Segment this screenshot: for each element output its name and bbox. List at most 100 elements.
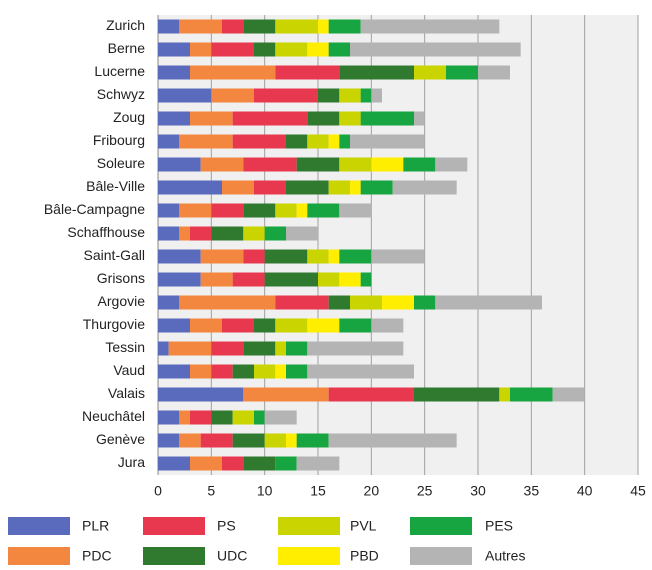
bar-segment	[478, 65, 510, 80]
bar-segment	[243, 456, 276, 471]
bar-segment	[328, 295, 350, 310]
bar-segment	[158, 433, 180, 448]
bar-segment	[339, 134, 350, 149]
legend-swatch	[278, 547, 340, 565]
bar-segment	[275, 364, 286, 379]
bar-segment	[190, 318, 222, 333]
bar-segment	[275, 341, 286, 356]
bar-segment	[414, 65, 446, 80]
bar-segment	[243, 19, 276, 34]
bar-segment	[296, 433, 329, 448]
y-tick-label: Bâle-Ville	[86, 178, 145, 194]
bar-segment	[328, 433, 457, 448]
bar-segment	[318, 19, 329, 34]
bar-segment	[200, 249, 244, 264]
bar-segment	[296, 456, 340, 471]
bar-segment	[211, 42, 254, 57]
y-tick-label: Jura	[118, 454, 145, 470]
bar-segment	[232, 410, 254, 425]
bar-segment	[243, 387, 329, 402]
bar-segment	[350, 134, 425, 149]
bar-segment	[158, 19, 180, 34]
bar-segment	[222, 180, 254, 195]
bar-segment	[275, 318, 308, 333]
bar-segment	[510, 387, 553, 402]
bar-segment	[307, 42, 329, 57]
x-tick-label: 10	[257, 483, 273, 499]
x-tick-label: 0	[154, 483, 162, 499]
bar-segment	[190, 111, 233, 126]
bar-segment	[435, 295, 542, 310]
bar-segment	[350, 180, 361, 195]
bar-segment	[382, 295, 414, 310]
bar-segment	[254, 364, 276, 379]
bar-segment	[371, 249, 425, 264]
bar-segment	[339, 272, 361, 287]
bar-segment	[158, 203, 180, 218]
x-tick-label: 20	[364, 483, 380, 499]
y-tick-label: Bâle-Campagne	[44, 201, 145, 217]
bar-segment	[435, 157, 468, 172]
bar-segment	[318, 272, 340, 287]
bar-segment	[339, 249, 372, 264]
bar-segment	[211, 341, 244, 356]
x-tick-label: 35	[524, 483, 540, 499]
y-tick-label: Schwyz	[97, 86, 145, 102]
bar-segment	[307, 249, 329, 264]
bar-segment	[254, 410, 265, 425]
bar-segment	[179, 134, 233, 149]
bar-segment	[307, 364, 414, 379]
y-tick-label: Saint-Gall	[84, 247, 145, 263]
bar-segment	[275, 295, 329, 310]
bar-segment	[328, 19, 361, 34]
bar-segment	[211, 410, 233, 425]
bar-segment	[414, 295, 436, 310]
bar-segment	[158, 387, 244, 402]
bar-segment	[350, 42, 521, 57]
bar-segment	[158, 272, 201, 287]
bar-segment	[158, 65, 190, 80]
bar-segment	[179, 226, 190, 241]
bar-segment	[254, 42, 276, 57]
bar-segment	[243, 203, 276, 218]
x-tick-label: 25	[417, 483, 433, 499]
bar-segment	[371, 88, 382, 103]
bar-segment	[179, 19, 222, 34]
bar-segment	[286, 226, 318, 241]
legend-label: UDC	[217, 548, 247, 564]
bar-segment	[158, 295, 180, 310]
bar-segment	[307, 341, 404, 356]
bar-segment	[158, 88, 212, 103]
bar-segment	[243, 249, 265, 264]
legend-label: PDC	[82, 548, 112, 564]
bar-segment	[328, 134, 340, 149]
bar-segment	[179, 410, 190, 425]
bar-segment	[446, 65, 478, 80]
legend-swatch	[410, 517, 472, 535]
bar-segment	[339, 88, 361, 103]
x-tick-label: 5	[207, 483, 215, 499]
bar-segment	[158, 410, 180, 425]
bar-segment	[275, 19, 318, 34]
bar-segment	[158, 249, 201, 264]
bar-segment	[190, 364, 212, 379]
bar-segment	[243, 157, 297, 172]
y-tick-label: Tessin	[105, 339, 145, 355]
y-tick-label: Zoug	[113, 109, 145, 125]
bar-segment	[414, 387, 500, 402]
bar-segment	[200, 433, 233, 448]
bar-segment	[190, 410, 212, 425]
bar-segment	[158, 341, 169, 356]
bar-segment	[232, 134, 286, 149]
legend-label: PBD	[350, 548, 379, 564]
legend-swatch	[143, 547, 205, 565]
bar-segment	[350, 295, 382, 310]
y-tick-label: Vaud	[113, 362, 145, 378]
bar-segment	[360, 180, 393, 195]
bar-segment	[264, 272, 318, 287]
bar-segment	[275, 456, 297, 471]
bar-segment	[190, 65, 276, 80]
bar-segment	[371, 157, 404, 172]
legend-label: PLR	[82, 518, 109, 534]
